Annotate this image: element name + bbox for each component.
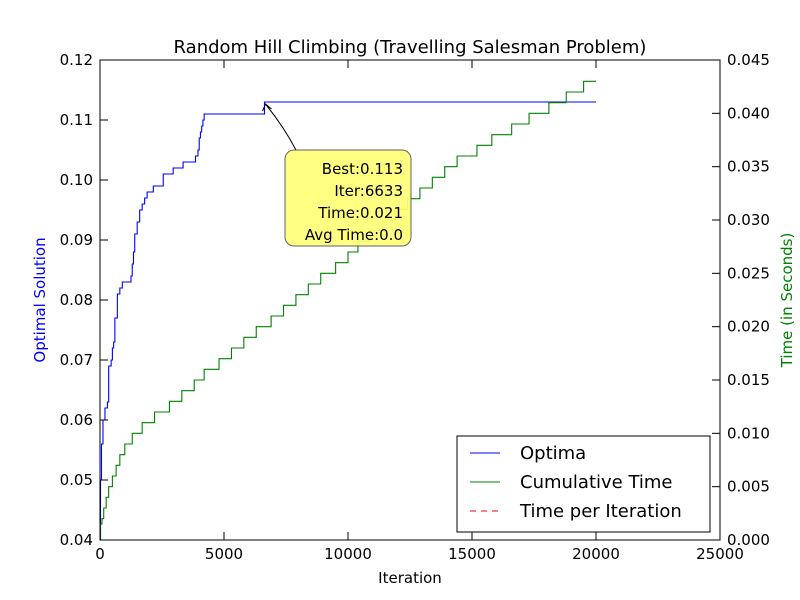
x-tick-label: 0	[95, 545, 105, 563]
y-left-tick-label: 0.11	[60, 111, 93, 129]
annotation-line: Avg Time:0.0	[305, 226, 403, 244]
legend: Optima Cumulative Time Time per Iteration	[456, 435, 711, 533]
y-axis-right: 0.000 0.005 0.010 0.015 0.020 0.025 0.030 0.035…	[712, 51, 770, 549]
y-right-tick-label: 0.045	[727, 51, 770, 69]
series-line-optima	[99, 101, 596, 541]
y-left-tick-label: 0.05	[60, 471, 93, 489]
series-line-cumulative-time	[99, 80, 596, 541]
x-tick-label: 15000	[448, 545, 496, 563]
y-left-tick-label: 0.09	[60, 231, 93, 249]
y-left-tick-label: 0.06	[60, 411, 93, 429]
y-right-tick-label: 0.015	[727, 371, 770, 389]
y-right-tick-label: 0.035	[727, 158, 770, 176]
annotation-arrow	[265, 103, 297, 151]
legend-label: Optima	[520, 443, 586, 464]
y-right-tick-label: 0.030	[727, 211, 770, 229]
legend-label: Cumulative Time	[520, 472, 673, 493]
x-tick-label: 10000	[324, 545, 372, 563]
y-left-tick-label: 0.10	[60, 171, 93, 189]
y-right-tick-label: 0.010	[727, 424, 770, 442]
annotation-arrowhead	[262, 103, 272, 112]
legend-label: Time per Iteration	[519, 501, 682, 522]
annotation-line: Time:0.021	[317, 204, 403, 222]
y-right-tick-label: 0.025	[727, 264, 770, 282]
annotation-line: Iter:6633	[334, 182, 403, 200]
x-tick-label: 25000	[696, 545, 744, 563]
y-axis-left-label: Optimal Solution	[31, 237, 49, 362]
annotation-line: Best:0.113	[322, 160, 403, 178]
y-right-tick-label: 0.040	[727, 104, 770, 122]
annotation-box	[284, 149, 412, 247]
y-left-tick-label: 0.07	[60, 351, 93, 369]
y-axis-right-label: Time (in Seconds)	[778, 233, 796, 369]
annotation-layer: Best:0.113 Iter:6633 Time:0.021 Avg Time:0.…	[262, 103, 412, 247]
x-axis-label: Iteration	[378, 569, 442, 587]
y-right-tick-label: 0.005	[727, 478, 770, 496]
x-tick-label: 5000	[205, 545, 243, 563]
y-left-tick-label: 0.08	[60, 291, 93, 309]
y-axis-left: 0.04 0.05 0.06 0.07 0.08 0.09 0.10 0.11 0.12	[60, 51, 108, 549]
x-tick-label: 20000	[572, 545, 620, 563]
x-axis: 0 5000 10000 15000 20000 25000	[95, 60, 744, 563]
y-left-tick-label: 0.12	[60, 51, 93, 69]
chart-title: Random Hill Climbing (Travelling Salesma…	[174, 37, 647, 58]
y-right-tick-label: 0.000	[727, 531, 770, 549]
y-right-tick-label: 0.020	[727, 318, 770, 336]
legend-box	[456, 435, 711, 533]
y-left-tick-label: 0.04	[60, 531, 93, 549]
